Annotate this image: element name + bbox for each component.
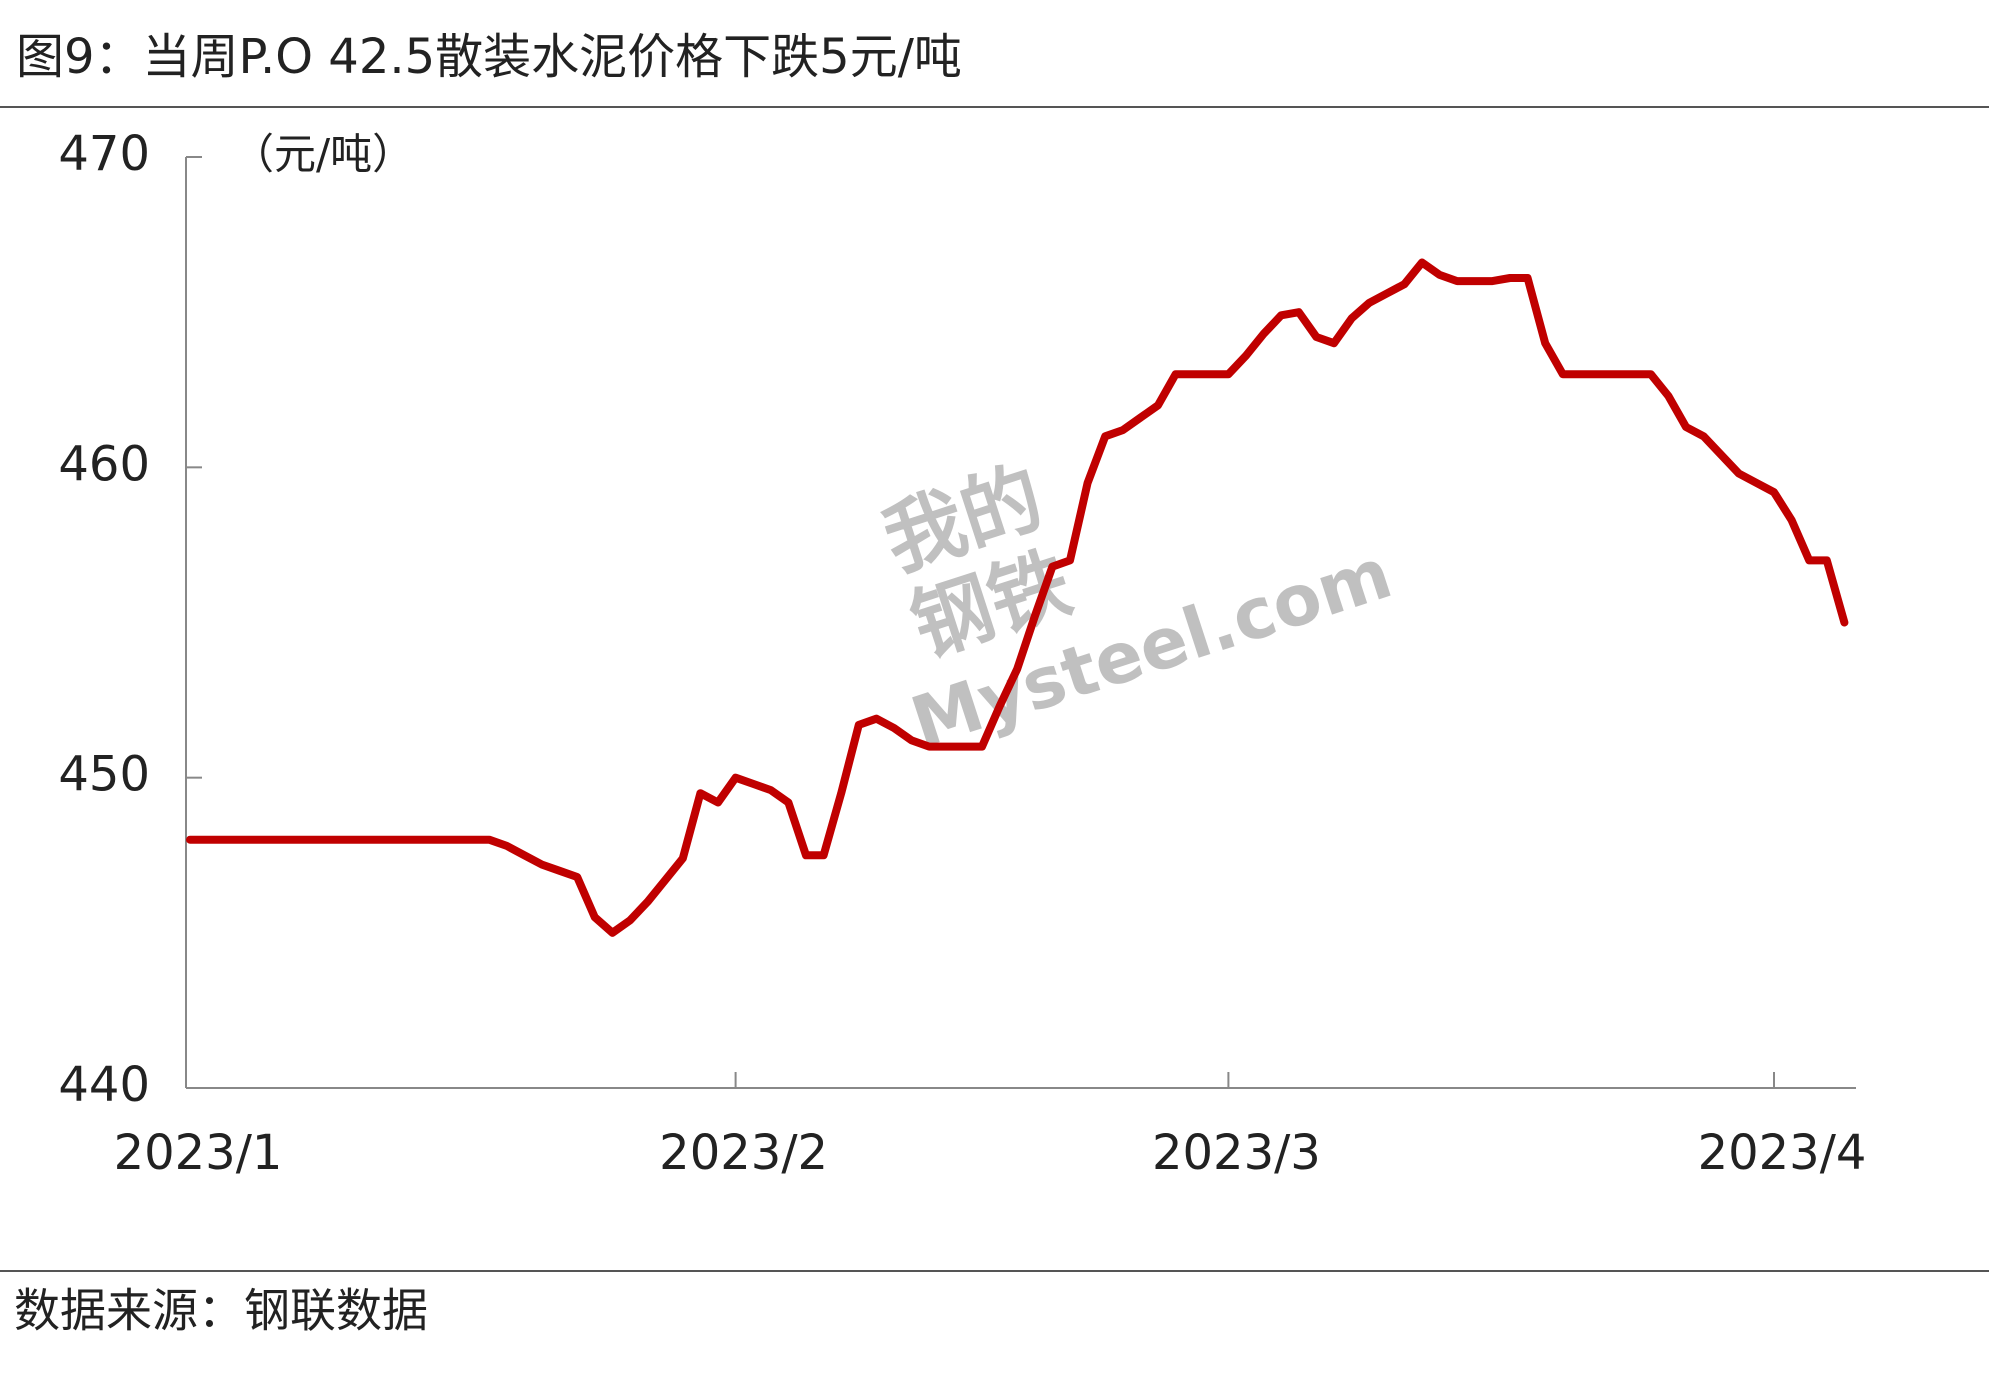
- y-tick-label: 450: [58, 747, 150, 803]
- x-tick-label: 2023/4: [1698, 1125, 1867, 1181]
- y-tick-label: 460: [58, 436, 150, 492]
- y-tick-label: 440: [58, 1057, 150, 1113]
- watermark: 我的 钢铁 Mysteel.com: [873, 450, 1401, 764]
- y-tick-label: 470: [58, 126, 150, 182]
- x-tick-label: 2023/2: [659, 1125, 828, 1181]
- source-note: 数据来源：钢联数据: [14, 1284, 428, 1338]
- x-tick-label: 2023/3: [1152, 1125, 1321, 1181]
- data-line: [186, 258, 1849, 937]
- y-axis-unit: （元/吨）: [232, 130, 414, 179]
- x-tick-label: 2023/1: [114, 1125, 283, 1181]
- chart-title: 图9：当周P.O 42.5散装水泥价格下跌5元/吨: [16, 29, 962, 85]
